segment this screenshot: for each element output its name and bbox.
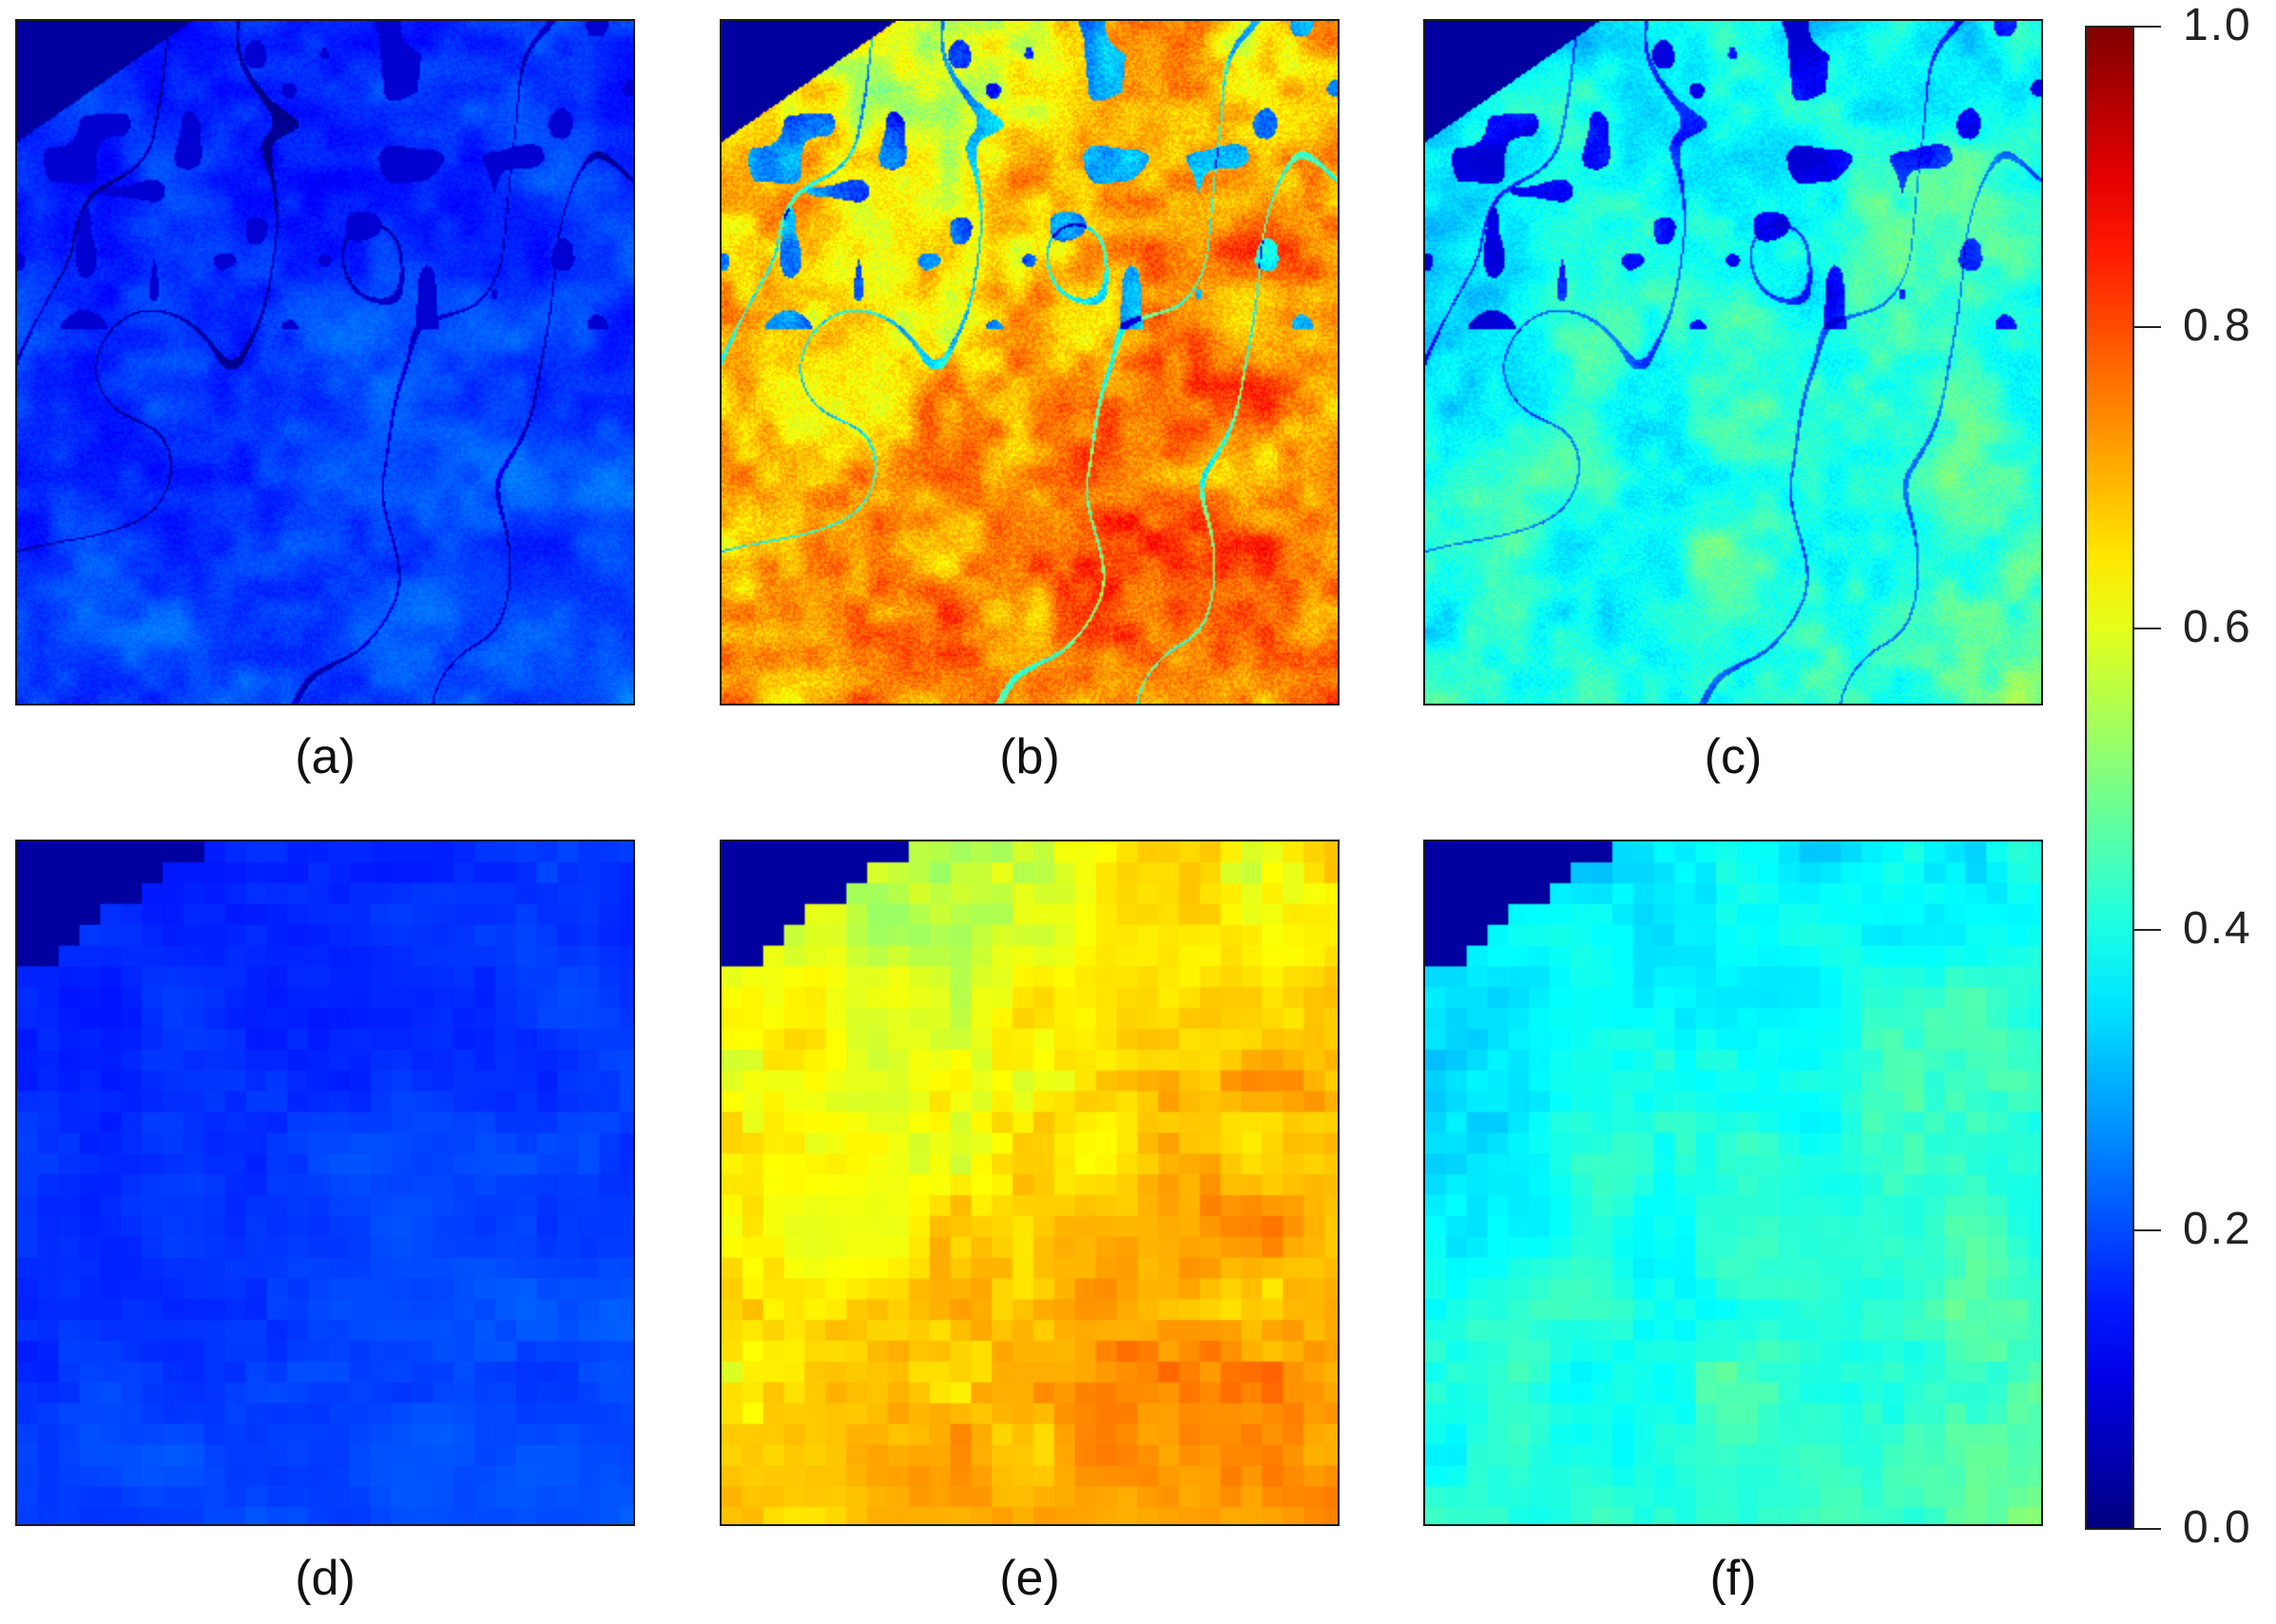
panel-b-image	[720, 19, 1340, 706]
panel-b-canvas	[722, 21, 1338, 704]
caption-a: (a)	[295, 729, 356, 784]
colorbar-label-0-4: 0.4	[2183, 903, 2252, 954]
colorbar-label-0-2: 0.2	[2183, 1204, 2252, 1254]
panel-e-canvas	[722, 841, 1338, 1524]
colorbar-tick-0-4	[2132, 929, 2161, 931]
panel-d-canvas	[17, 841, 633, 1524]
colorbar-tick-0-0	[2132, 1528, 2161, 1530]
panel-a-image	[15, 19, 635, 706]
colorbar-tick-1-0	[2132, 26, 2161, 28]
panel-a-canvas	[17, 21, 633, 704]
colorbar	[2085, 26, 2134, 1530]
colorbar-label-0-0: 0.0	[2183, 1502, 2252, 1553]
caption-f: (f)	[1709, 1551, 1757, 1606]
colorbar-tick-0-6	[2132, 628, 2161, 629]
caption-b: (b)	[999, 729, 1060, 784]
colorbar-label-1-0: 1.0	[2183, 0, 2252, 50]
colorbar-label-0-8: 0.8	[2183, 300, 2252, 351]
panel-d-image	[15, 840, 635, 1526]
panel-c-canvas	[1425, 21, 2041, 704]
panel-e-image	[720, 840, 1340, 1526]
panel-c-image	[1423, 19, 2043, 706]
panel-f-canvas	[1425, 841, 2041, 1524]
panel-f-image	[1423, 840, 2043, 1526]
caption-e: (e)	[999, 1551, 1060, 1606]
colorbar-label-0-6: 0.6	[2183, 602, 2252, 652]
colorbar-tick-0-8	[2132, 326, 2161, 328]
caption-d: (d)	[295, 1551, 356, 1606]
caption-c: (c)	[1704, 729, 1763, 784]
colorbar-tick-0-2	[2132, 1229, 2161, 1231]
